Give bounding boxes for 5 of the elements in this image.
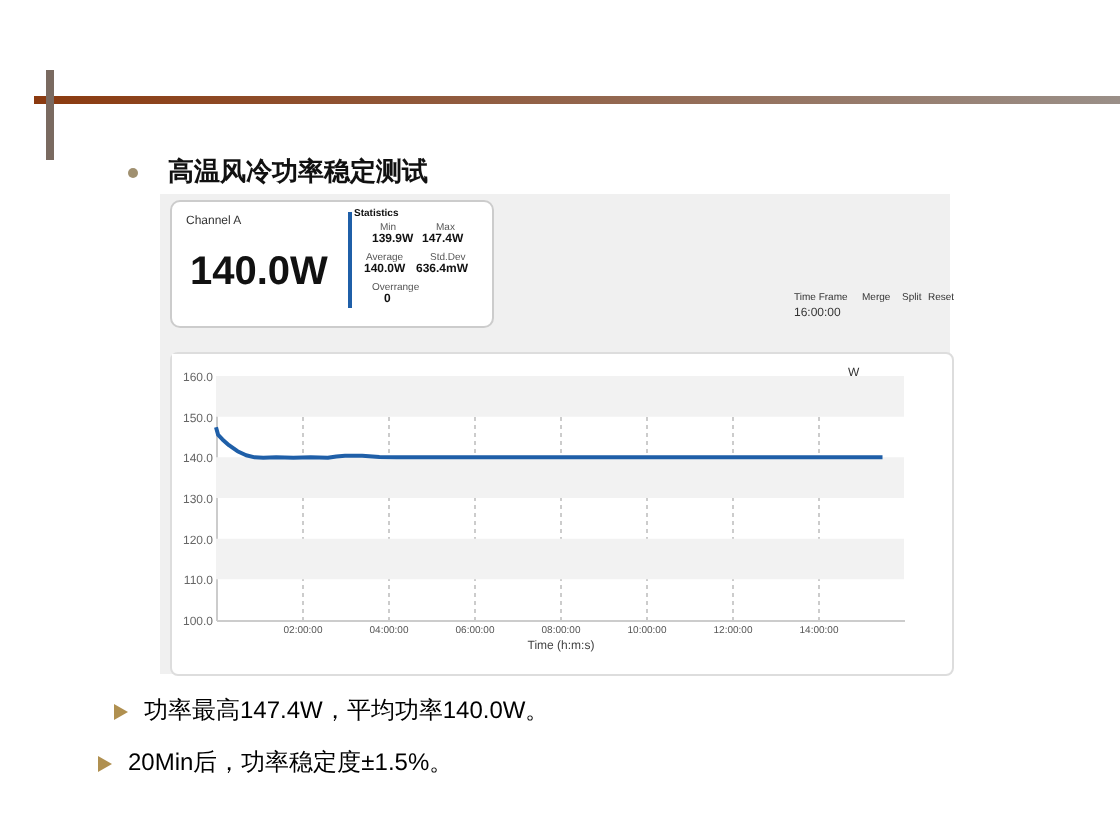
- line-series: [214, 425, 885, 460]
- text: 功率最高147.4W，平均功率140.0W。: [144, 694, 550, 728]
- text: 20Min后，功率稳定度±1.5%。: [128, 746, 454, 780]
- text: 140.0W: [190, 250, 328, 296]
- chart-subtitle: 高温风冷功率稳定测试: [168, 154, 428, 190]
